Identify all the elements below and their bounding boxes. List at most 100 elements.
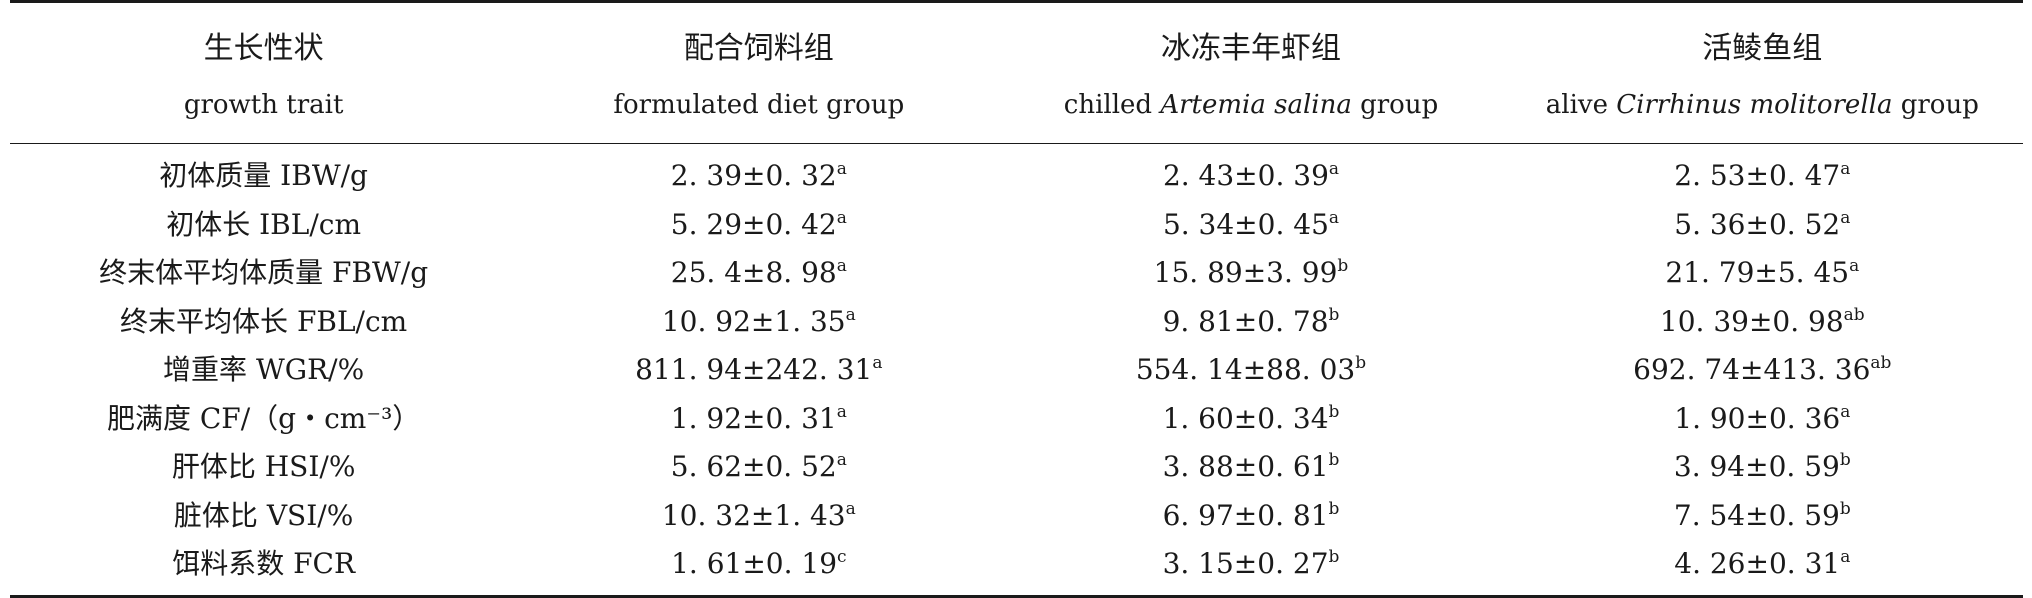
table-body: 初体质量 IBW/g 2. 39±0. 32a 2. 43±0. 39a 2. … xyxy=(10,144,2023,598)
header-zh: 配合饲料组 xyxy=(683,31,834,66)
table-row: 初体长 IBL/cm 5. 29±0. 42a 5. 34±0. 45a 5. … xyxy=(10,201,2023,250)
value-text: 15. 89±3. 99 xyxy=(1153,256,1338,289)
value-text: 21. 79±5. 45 xyxy=(1665,256,1850,289)
significance-letter: ab xyxy=(1843,304,1865,325)
value-text: 1. 90±0. 36 xyxy=(1674,401,1841,435)
header-en: formulated diet group xyxy=(518,85,999,125)
header-en-pre: chilled xyxy=(1063,90,1161,120)
significance-letter: a xyxy=(836,159,847,179)
header-row-chinese: 生长性状 配合饲料组 冰冻丰年虾组 活鲮鱼组 xyxy=(10,0,2023,72)
value-cell: 811. 94±242. 31a xyxy=(517,346,1000,395)
value-cell: 15. 89±3. 99b xyxy=(1000,249,1501,298)
header-formulated-diet: 配合饲料组 xyxy=(517,0,1001,72)
significance-letter: a xyxy=(1840,207,1851,228)
header-en-post: group xyxy=(1351,90,1439,120)
header-zh: 冰冻丰年虾组 xyxy=(1160,31,1341,66)
table-header: 生长性状 配合饲料组 冰冻丰年虾组 活鲮鱼组 growth trait form… xyxy=(10,0,2023,144)
trait-cell: 肝体比 HSI/% xyxy=(171,450,356,483)
growth-performance-table-container: 生长性状 配合饲料组 冰冻丰年虾组 活鲮鱼组 growth trait form… xyxy=(10,0,2023,598)
value-text: 2. 43±0. 39 xyxy=(1162,159,1329,192)
value-text: 25. 4±8. 98 xyxy=(670,256,837,289)
header-en-species: Cirrhinus molitorella xyxy=(1616,90,1893,120)
value-text: 5. 36±0. 52 xyxy=(1674,207,1841,241)
trait-cell: 增重率 WGR/% xyxy=(163,353,365,386)
value-cell: 10. 92±1. 35a xyxy=(517,298,1000,347)
value-cell: 10. 32±1. 43a xyxy=(517,492,1000,541)
significance-letter: b xyxy=(1328,498,1340,519)
value-text: 6. 97±0. 81 xyxy=(1162,498,1329,532)
header-alive-cirrhinus: 活鲮鱼组 xyxy=(1501,0,2023,72)
table-row: 终末平均体长 FBL/cm 10. 92±1. 35a 9. 81±0. 78b… xyxy=(10,298,2023,347)
significance-letter: a xyxy=(1840,159,1851,179)
header-zh: 生长性状 xyxy=(203,31,324,66)
significance-letter: ab xyxy=(1870,353,1892,373)
table-row: 终末体平均体质量 FBW/g 25. 4±8. 98a 15. 89±3. 99… xyxy=(10,249,2023,298)
significance-letter: a xyxy=(1840,401,1851,422)
significance-letter: a xyxy=(836,207,847,228)
header-alive-cirrhinus-en: alive Cirrhinus molitorella group xyxy=(1501,72,2023,144)
table-row: 肝体比 HSI/% 5. 62±0. 52a 3. 88±0. 61b 3. 9… xyxy=(10,443,2023,492)
header-en-species: Artemia salina xyxy=(1160,90,1352,120)
table-row: 饵料系数 FCR 1. 61±0. 19c 3. 15±0. 27b 4. 26… xyxy=(10,540,2023,598)
value-cell: 10. 39±0. 98ab xyxy=(1502,298,2023,347)
header-en: chilled Artemia salina group xyxy=(1001,85,1500,125)
table-row: 增重率 WGR/% 811. 94±242. 31a 554. 14±88. 0… xyxy=(10,346,2023,395)
trait-cell: 饵料系数 FCR xyxy=(10,540,518,598)
value-text: 10. 32±1. 43 xyxy=(661,498,846,532)
value-cell: 5. 36±0. 52a xyxy=(1502,201,2023,250)
significance-letter: a xyxy=(836,256,847,276)
value-text: 1. 92±0. 31 xyxy=(670,401,837,435)
value-text: 3. 88±0. 61 xyxy=(1162,450,1329,483)
table-row: 初体质量 IBW/g 2. 39±0. 32a 2. 43±0. 39a 2. … xyxy=(10,144,2023,201)
value-cell: 3. 94±0. 59b xyxy=(1502,443,2023,492)
value-cell: 692. 74±413. 36ab xyxy=(1502,346,2023,395)
header-zh: 活鲮鱼组 xyxy=(1702,31,1823,66)
value-text: 3. 15±0. 27 xyxy=(1162,547,1329,580)
table-row: 脏体比 VSI/% 10. 32±1. 43a 6. 97±0. 81b 7. … xyxy=(10,492,2023,541)
value-cell: 7. 54±0. 59b xyxy=(1502,492,2023,541)
value-cell: 5. 29±0. 42a xyxy=(517,201,1000,250)
value-text: 10. 39±0. 98 xyxy=(1659,304,1844,338)
value-text: 2. 39±0. 32 xyxy=(670,159,837,192)
table-row: 肥满度 CF/（g・cm⁻³） 1. 92±0. 31a 1. 60±0. 34… xyxy=(10,395,2023,444)
growth-performance-table: 生长性状 配合饲料组 冰冻丰年虾组 活鲮鱼组 growth trait form… xyxy=(10,0,2023,598)
value-text: 5. 62±0. 52 xyxy=(670,450,837,483)
significance-letter: a xyxy=(1328,207,1340,228)
significance-letter: c xyxy=(837,547,847,567)
value-cell: 2. 53±0. 47a xyxy=(1502,144,2023,201)
value-cell: 21. 79±5. 45a xyxy=(1502,249,2023,298)
header-formulated-diet-en: formulated diet group xyxy=(517,72,1001,144)
header-chilled-artemia: 冰冻丰年虾组 xyxy=(1000,0,1502,72)
value-cell: 25. 4±8. 98a xyxy=(517,249,1000,298)
value-text: 554. 14±88. 03 xyxy=(1135,353,1356,386)
value-text: 4. 26±0. 31 xyxy=(1674,547,1841,580)
significance-letter: b xyxy=(1355,353,1367,373)
value-text: 692. 74±413. 36 xyxy=(1633,353,1871,386)
value-cell: 2. 43±0. 39a xyxy=(1000,144,1501,201)
value-text: 2. 53±0. 47 xyxy=(1674,159,1841,192)
header-chilled-artemia-en: chilled Artemia salina group xyxy=(1000,72,1502,144)
value-cell: 1. 90±0. 36a xyxy=(1502,395,2023,444)
significance-letter: a xyxy=(836,401,847,422)
value-text: 3. 94±0. 59 xyxy=(1673,450,1840,483)
significance-letter: a xyxy=(845,304,856,325)
header-row-english: growth trait formulated diet group chill… xyxy=(10,72,2023,144)
header-en-text: formulated diet group xyxy=(613,90,905,120)
value-cell: 1. 92±0. 31a xyxy=(517,395,1000,444)
value-cell: 3. 88±0. 61b xyxy=(1000,443,1501,492)
header-en: growth trait xyxy=(11,85,516,125)
significance-letter: a xyxy=(1840,547,1851,567)
value-text: 9. 81±0. 78 xyxy=(1162,304,1329,338)
value-text: 811. 94±242. 31 xyxy=(635,353,873,386)
significance-letter: a xyxy=(1849,256,1860,276)
value-text: 1. 61±0. 19 xyxy=(671,547,838,580)
trait-cell: 终末体平均体质量 FBW/g xyxy=(99,256,429,289)
value-cell: 554. 14±88. 03b xyxy=(1000,346,1501,395)
significance-letter: b xyxy=(1328,547,1340,567)
value-cell: 4. 26±0. 31a xyxy=(1501,540,2023,598)
header-en-post: group xyxy=(1892,90,1979,120)
significance-letter: b xyxy=(1328,450,1340,470)
trait-cell: 终末平均体长 FBL/cm xyxy=(120,304,408,338)
significance-letter: a xyxy=(836,450,847,470)
value-cell: 2. 39±0. 32a xyxy=(517,144,1000,201)
